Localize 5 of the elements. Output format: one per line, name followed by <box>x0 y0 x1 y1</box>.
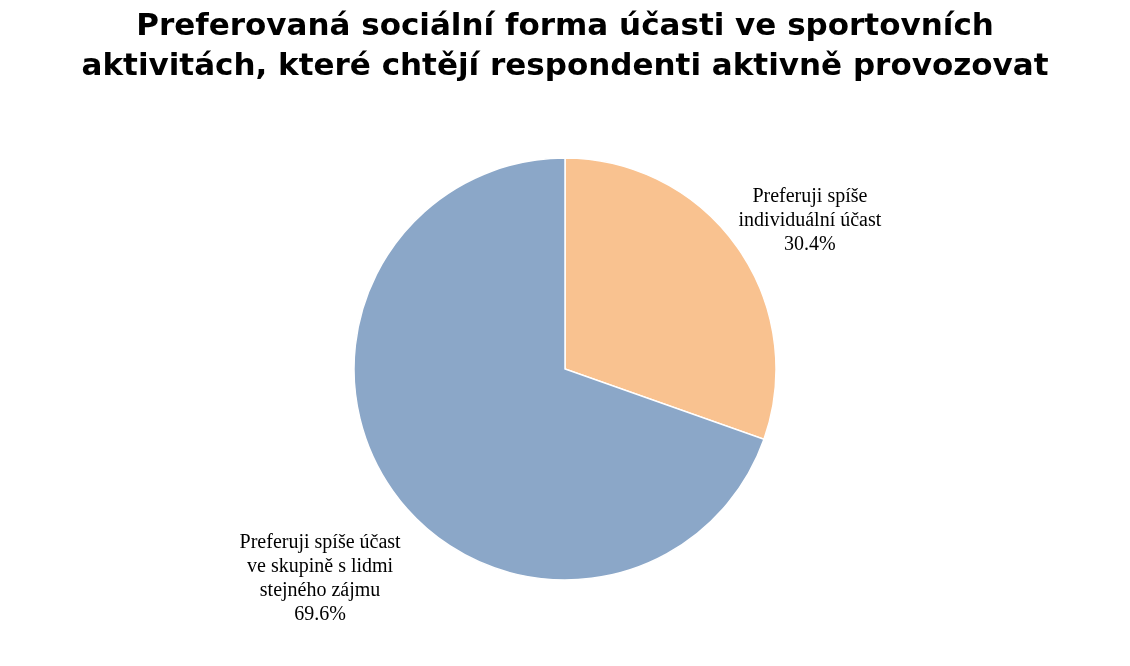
chart-title: Preferovaná sociální forma účasti ve sportovních aktivitách, které chtějí respondenti aktivně provozovat <box>81 6 1049 82</box>
data-label: 69.6% <box>294 602 346 625</box>
slice-label: Preferuji spíše individuální účast <box>738 183 882 230</box>
slice-label: Preferuji spíše účast ve skupině s lidmi stejného zájmu <box>239 530 402 602</box>
data-label: 30.4% <box>784 231 836 254</box>
